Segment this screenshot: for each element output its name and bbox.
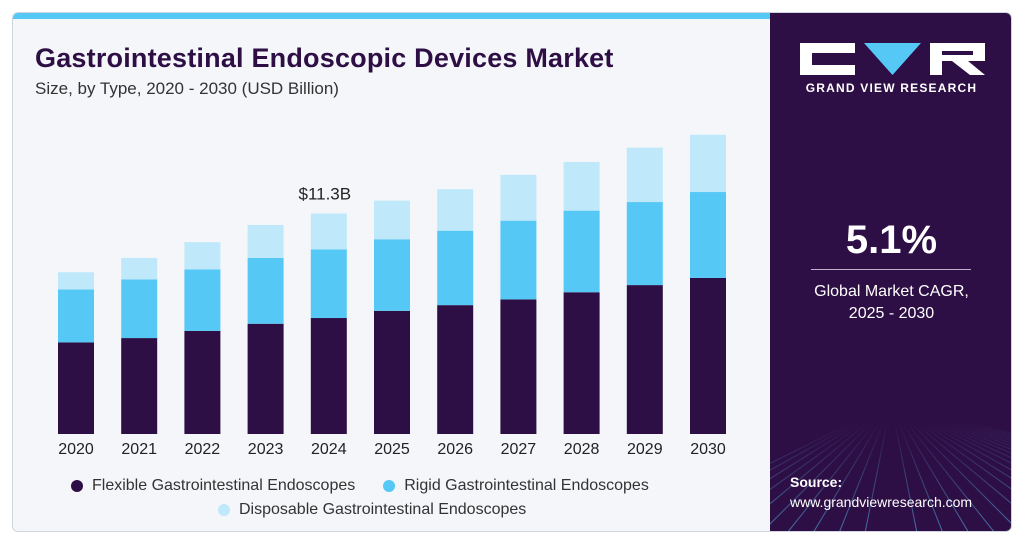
chart-subtitle: Size, by Type, 2020 - 2030 (USD Billion) bbox=[35, 79, 339, 98]
x-tick-label: 2030 bbox=[690, 441, 726, 458]
legend-label: Rigid Gastrointestinal Endoscopes bbox=[404, 477, 649, 494]
bar-segment-2023-1 bbox=[247, 323, 284, 434]
brand-name: GRAND VIEW RESEARCH bbox=[805, 81, 978, 95]
x-tick-label: 2024 bbox=[311, 441, 347, 458]
bar-segment-2022-1 bbox=[184, 330, 221, 434]
cagr-label: Global Market CAGR, 2025 - 2030 bbox=[770, 281, 1011, 325]
bar-segment-2026-2 bbox=[437, 230, 474, 306]
infographic-card: Gastrointestinal Endoscopic Devices Mark… bbox=[12, 12, 1012, 532]
bar-segment-2020-1 bbox=[58, 342, 94, 434]
bar-segment-2026-3 bbox=[437, 189, 474, 231]
x-tick-label: 2023 bbox=[248, 441, 284, 458]
legend-swatch bbox=[71, 480, 83, 492]
bar-segment-2028-2 bbox=[563, 210, 600, 293]
bar-segment-2023-3 bbox=[247, 224, 284, 258]
bar-segment-2020-2 bbox=[58, 289, 94, 343]
legend-swatch bbox=[218, 504, 230, 516]
x-tick-label: 2026 bbox=[437, 441, 473, 458]
bar-segment-2021-1 bbox=[121, 338, 158, 434]
bar-segment-2021-2 bbox=[121, 279, 158, 339]
bar-segment-2030-1 bbox=[690, 277, 726, 434]
bar-segment-2023-2 bbox=[247, 257, 284, 324]
bar-segment-2022-3 bbox=[184, 242, 221, 270]
bar-segment-2024-3 bbox=[310, 213, 347, 250]
x-tick-label: 2020 bbox=[58, 441, 94, 458]
bar-segment-2025-2 bbox=[374, 239, 410, 311]
bar-segment-2024-2 bbox=[310, 249, 347, 319]
legend-item-3: Disposable Gastrointestinal Endoscopes bbox=[218, 501, 526, 519]
legend-item-1: Flexible Gastrointestinal Endoscopes bbox=[71, 477, 355, 495]
x-tick-label: 2022 bbox=[185, 441, 221, 458]
bar-segment-2021-3 bbox=[121, 257, 158, 280]
value-annotation: $11.3B bbox=[298, 185, 351, 204]
bar-segment-2027-2 bbox=[500, 220, 537, 300]
source-link[interactable]: www.grandviewresearch.com bbox=[790, 494, 973, 510]
decorative-grid-pattern bbox=[770, 422, 1011, 531]
bar-segment-2025-1 bbox=[374, 310, 410, 434]
legend-label: Disposable Gastrointestinal Endoscopes bbox=[239, 501, 527, 518]
bar-segment-2029-2 bbox=[626, 202, 663, 286]
cagr-divider bbox=[811, 269, 971, 270]
stacked-bar-chart: 2020 2021 2022 2023 2024 $11.3B 2025 2026 2027 20… bbox=[58, 134, 726, 458]
bar-segment-2028-1 bbox=[563, 292, 600, 434]
x-tick-label: 2028 bbox=[564, 441, 600, 458]
bar-segment-2029-1 bbox=[626, 285, 663, 434]
bar-segment-2029-3 bbox=[626, 147, 663, 203]
bar-segment-2030-2 bbox=[690, 192, 726, 278]
top-accent-bar bbox=[13, 13, 770, 19]
legend-item-2: Rigid Gastrointestinal Endoscopes bbox=[383, 477, 649, 495]
cagr-label-line2: 2025 - 2030 bbox=[848, 305, 935, 322]
grand-view-research-logo bbox=[800, 43, 985, 75]
x-tick-label: 2021 bbox=[121, 441, 157, 458]
legend-label: Flexible Gastrointestinal Endoscopes bbox=[92, 477, 356, 494]
x-tick-label: 2029 bbox=[627, 441, 663, 458]
chart-panel: Gastrointestinal Endoscopic Devices Mark… bbox=[13, 19, 770, 531]
chart-title: Gastrointestinal Endoscopic Devices Mark… bbox=[35, 43, 614, 73]
cagr-value: 5.1% bbox=[845, 218, 938, 262]
bar-segment-2020-3 bbox=[58, 272, 94, 290]
x-tick-label: 2027 bbox=[501, 441, 537, 458]
legend-swatch bbox=[383, 480, 396, 492]
source-heading: Source: bbox=[790, 474, 843, 490]
cagr-label-line1: Global Market CAGR, bbox=[814, 283, 969, 300]
bar-segment-2026-1 bbox=[437, 305, 474, 434]
bar-segment-2028-3 bbox=[563, 161, 600, 211]
bar-segment-2022-2 bbox=[184, 269, 221, 331]
bar-segment-2027-1 bbox=[500, 299, 537, 434]
x-tick-label: 2025 bbox=[374, 441, 410, 458]
info-sidebar: GRAND VIEW RESEARCH 5.1% Global Market C… bbox=[770, 13, 1011, 531]
bar-segment-2030-3 bbox=[690, 134, 726, 193]
bar-segment-2025-3 bbox=[374, 200, 410, 240]
bar-segment-2027-3 bbox=[500, 174, 537, 221]
bar-segment-2024-1 bbox=[310, 318, 347, 434]
